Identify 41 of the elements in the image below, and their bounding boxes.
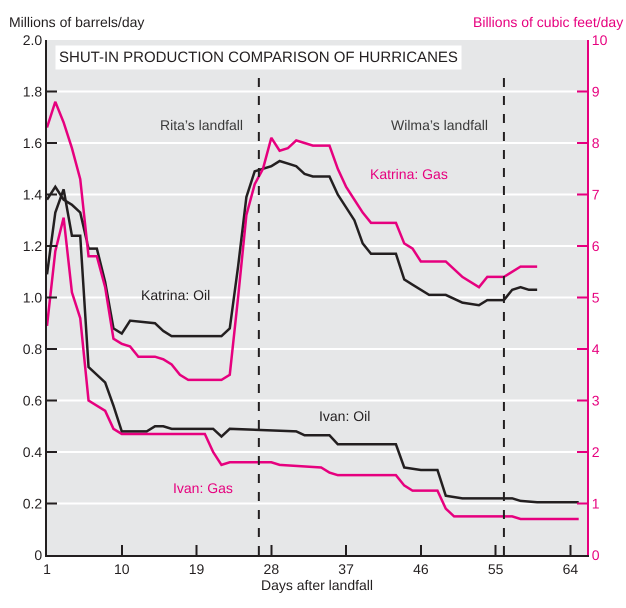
y2-tick-label: 8 (592, 134, 600, 151)
y-tick-label: 1.2 (22, 238, 42, 254)
y-tick-label: 1.8 (22, 83, 42, 100)
series-label: Ivan: Oil (319, 408, 370, 424)
y2-tick-label: 7 (592, 186, 600, 202)
x-tick-label: 55 (488, 560, 504, 577)
y-tick-label: 0.6 (22, 392, 42, 408)
y-tick-label: 0.8 (22, 340, 42, 357)
y-tick-label: 1.4 (22, 186, 42, 202)
x-tick-label: 28 (264, 560, 280, 577)
y2-tick-label: 0 (592, 546, 600, 563)
x-tick-label: 10 (114, 560, 130, 577)
x-tick-label: 19 (188, 560, 205, 577)
y2-tick-label: 6 (592, 238, 600, 254)
y-tick-label: 0.2 (22, 495, 42, 512)
line-series (47, 100, 538, 382)
y2-tick-label: 1 (592, 495, 600, 512)
y-tick-label: 1.0 (22, 289, 42, 306)
x-tick-label: 46 (413, 560, 429, 577)
y2-tick-label: 5 (592, 289, 600, 306)
text: SHUT-IN PRODUCTION COMPARISON OF HURRICANES (59, 49, 458, 66)
y2-tick-label: 9 (592, 83, 600, 100)
y-tick-label: 2.0 (22, 32, 42, 48)
series-label: Ivan: Gas (173, 480, 233, 496)
y-tick-label: 0 (34, 546, 42, 563)
x-tick-label: 37 (338, 560, 354, 577)
x-tick-label: 64 (562, 560, 578, 577)
x-axis-title: Days after landfall (260, 576, 374, 593)
ref-line-label: Rita’s landfall (160, 117, 244, 133)
series-label: Katrina: Gas (370, 166, 448, 182)
series-label: Katrina: Oil (141, 287, 210, 303)
y-axis-title: Millions of barrels/day (9, 14, 144, 30)
ref-line-label: Wilma’s landfall (391, 117, 488, 133)
x-tick-label: 1 (43, 560, 52, 577)
y-tick-label: 0.4 (22, 444, 42, 460)
y2-tick-label: 10 (592, 32, 608, 48)
y2-tick-label: 4 (592, 340, 600, 357)
y2-tick-label: 2 (592, 444, 600, 460)
y2-axis-title: Billions of cubic feet/day (473, 14, 624, 30)
y-tick-label: 1.6 (22, 134, 42, 151)
y2-tick-label: 3 (592, 392, 600, 408)
